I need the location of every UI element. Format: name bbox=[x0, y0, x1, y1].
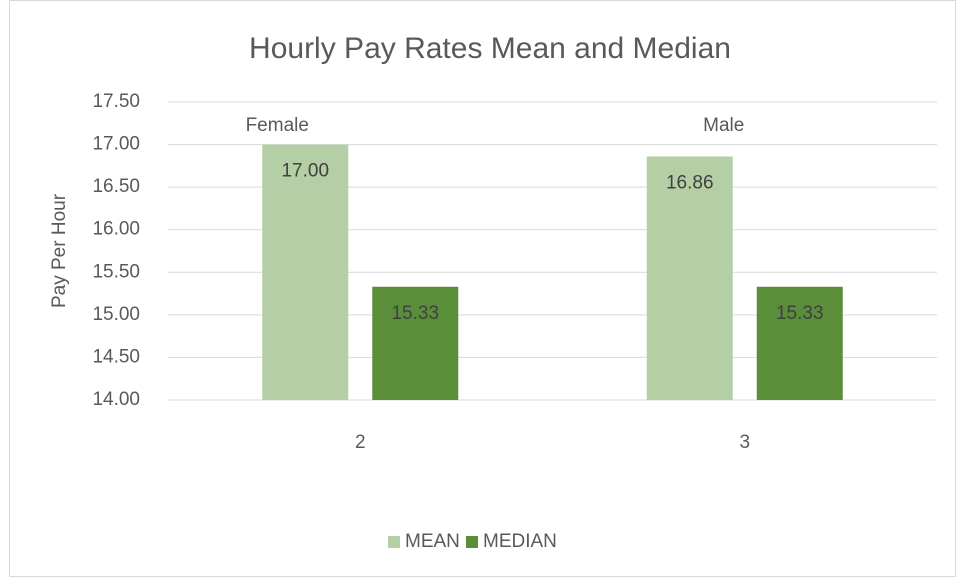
y-tick-label: 16.00 bbox=[92, 219, 140, 240]
y-tick-label: 16.50 bbox=[92, 176, 140, 197]
annotation: Male bbox=[703, 115, 744, 136]
data-label: 15.33 bbox=[776, 303, 824, 324]
legend-label: MEAN bbox=[405, 531, 460, 552]
x-tick-label: 2 bbox=[355, 432, 366, 453]
bar bbox=[372, 286, 459, 400]
y-axis-label: Pay Per Hour bbox=[49, 193, 70, 308]
y-tick-label: 14.50 bbox=[92, 346, 140, 367]
legend-swatch bbox=[388, 536, 400, 548]
legend-label: MEDIAN bbox=[483, 531, 557, 552]
bar bbox=[646, 156, 733, 400]
data-label: 16.86 bbox=[666, 173, 714, 194]
bar bbox=[756, 286, 843, 400]
x-tick-label: 3 bbox=[739, 432, 750, 453]
y-tick-label: 15.50 bbox=[92, 261, 140, 282]
data-label: 15.33 bbox=[391, 303, 439, 324]
data-label: 17.00 bbox=[281, 161, 329, 182]
legend-swatch bbox=[466, 536, 478, 548]
annotation: Female bbox=[246, 115, 309, 136]
y-tick-label: 17.00 bbox=[92, 134, 140, 155]
chart-title: Hourly Pay Rates Mean and Median bbox=[249, 32, 731, 65]
y-tick-label: 15.00 bbox=[92, 304, 140, 325]
y-tick-label: 17.50 bbox=[92, 91, 140, 112]
y-tick-label: 14.00 bbox=[92, 389, 140, 410]
bar bbox=[262, 144, 349, 400]
